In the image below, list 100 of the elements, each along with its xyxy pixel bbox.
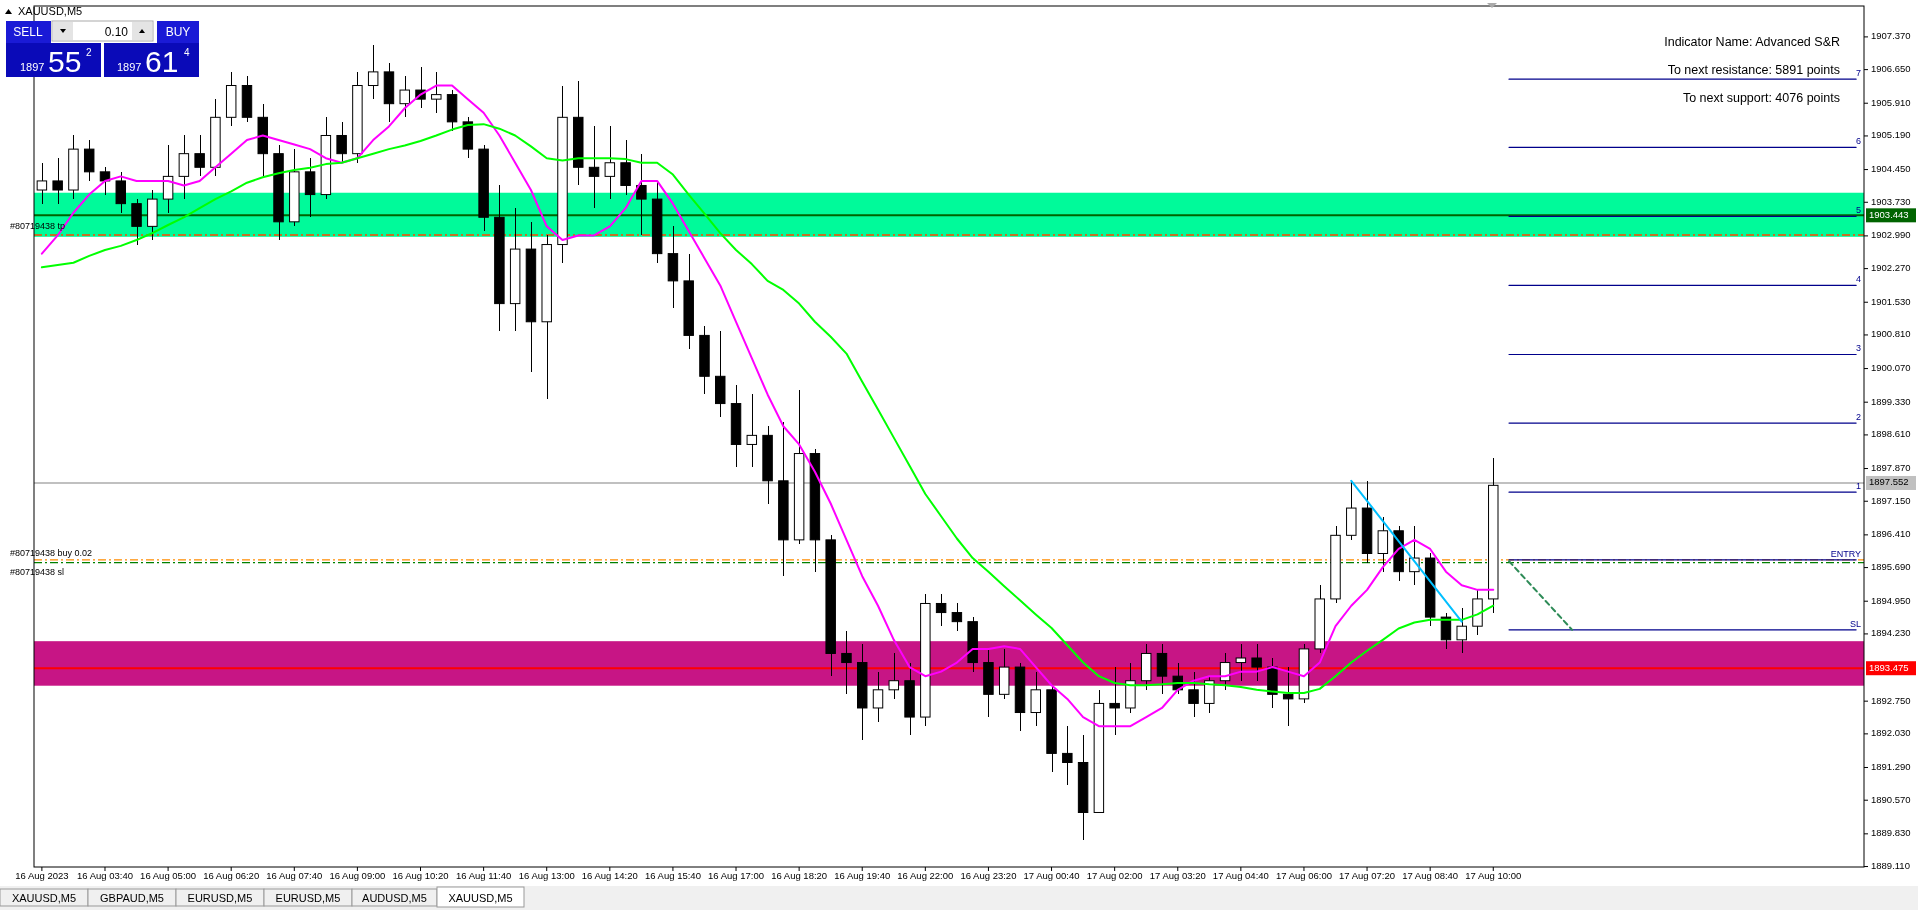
annotation: 1897 — [117, 61, 142, 73]
candlestick — [1235, 643, 1247, 682]
y-tick-label: 1896.410 — [1871, 528, 1911, 540]
text: GBPAUD,M5 — [100, 892, 164, 904]
y-tick-label: 1905.910 — [1871, 96, 1911, 108]
candlestick — [841, 630, 852, 695]
ref-line-label: 1897.552 — [1869, 476, 1909, 488]
annotation: 2 — [1855, 412, 1861, 423]
candlestick — [83, 139, 95, 182]
x-tick-label: 17 Aug 02:00 — [1086, 870, 1143, 881]
annotation: To next resistance: 5891 points — [1667, 63, 1840, 77]
y-tick-label: 1906.650 — [1871, 63, 1911, 75]
annotation: 7 — [1855, 68, 1861, 79]
candlestick — [588, 125, 600, 209]
candlestick — [1062, 725, 1073, 786]
candlestick — [131, 198, 142, 246]
annotation: 55 — [48, 45, 82, 78]
y-tick-label: 1892.030 — [1871, 727, 1911, 739]
candlestick — [935, 593, 947, 627]
x-tick-label: 16 Aug 23:20 — [960, 870, 1017, 881]
candlestick — [636, 153, 647, 236]
annotation: 61 — [145, 45, 179, 78]
y-tick-label: 1898.610 — [1871, 428, 1911, 440]
y-tick-label: 1892.750 — [1871, 694, 1911, 706]
annotation: SL — [1849, 618, 1861, 629]
annotation: #80719438 buy 0.02 — [10, 547, 93, 558]
y-tick-label: 1895.690 — [1871, 561, 1911, 573]
annotation: Indicator Name: Advanced S&R — [1664, 35, 1840, 49]
x-tick-label: 17 Aug 04:40 — [1212, 870, 1269, 881]
candlestick — [1251, 643, 1262, 682]
x-tick-label: 17 Aug 00:40 — [1023, 870, 1080, 881]
candlestick — [36, 162, 48, 205]
x-tick-label: 16 Aug 17:00 — [708, 870, 765, 881]
annotation: 5 — [1855, 205, 1861, 216]
y-tick-label: 1907.370 — [1871, 30, 1911, 42]
x-tick-label: 17 Aug 03:20 — [1149, 870, 1206, 881]
y-tick-label: 1891.290 — [1871, 761, 1911, 773]
annotation: 6 — [1855, 136, 1861, 147]
y-tick-label: 1902.270 — [1871, 262, 1911, 274]
candlestick — [1282, 666, 1294, 727]
candlestick — [115, 171, 126, 214]
x-tick-label: 16 Aug 03:40 — [76, 870, 133, 881]
annotation: To next support: 4076 points — [1682, 91, 1840, 105]
y-tick-label: 1894.230 — [1871, 627, 1911, 639]
candlestick — [336, 121, 347, 164]
candlestick — [1156, 643, 1168, 695]
annotation: 1897 — [20, 61, 45, 73]
annotation: 0.10 — [104, 25, 129, 39]
x-tick-label: 16 Aug 13:00 — [518, 870, 575, 881]
x-tick-label: 16 Aug 10:20 — [392, 870, 449, 881]
chart-title: XAUUSD,M5 — [18, 5, 83, 17]
text: EURUSD,M5 — [187, 892, 253, 904]
y-tick-label: 1897.150 — [1871, 494, 1911, 506]
annotation: ENTRY — [1830, 548, 1861, 559]
y-tick-label: 1904.450 — [1871, 163, 1911, 175]
text: XAUUSD,M5 — [11, 892, 77, 904]
y-tick-label: 1900.070 — [1871, 362, 1911, 374]
candlestick — [52, 157, 63, 205]
x-tick-label: 16 Aug 2023 — [15, 870, 69, 881]
candlestick — [872, 671, 884, 723]
y-tick-label: 1899.330 — [1871, 395, 1911, 407]
candlestick — [1204, 675, 1215, 714]
candlestick — [1456, 607, 1467, 654]
candlestick — [1030, 671, 1041, 727]
candlestick — [194, 134, 205, 177]
x-tick-label: 17 Aug 10:00 — [1465, 870, 1522, 881]
candlestick — [604, 125, 616, 200]
x-tick-label: 16 Aug 22:00 — [897, 870, 954, 881]
candlestick — [99, 166, 111, 196]
text: XAUUSD,M5 — [448, 892, 513, 904]
text: EURUSD,M5 — [275, 892, 341, 904]
annotation: SELL — [13, 25, 43, 39]
candlestick — [178, 134, 190, 200]
ref-line-label: 1903.443 — [1869, 208, 1909, 220]
x-tick-label: 16 Aug 05:00 — [140, 870, 197, 881]
x-tick-label: 16 Aug 09:00 — [329, 870, 386, 881]
candlestick — [367, 44, 379, 100]
y-tick-label: 1901.530 — [1871, 295, 1911, 307]
y-tick-label: 1889.830 — [1871, 827, 1911, 839]
candlestick — [304, 157, 316, 218]
text: AUDUSD,M5 — [362, 892, 427, 904]
x-tick-label: 17 Aug 08:40 — [1402, 870, 1459, 881]
candlestick — [951, 602, 963, 632]
ref-line-label: 1893.475 — [1869, 661, 1909, 673]
y-tick-label: 1889.110 — [1871, 860, 1910, 872]
annotation: 4 — [184, 47, 190, 58]
candlestick — [620, 139, 631, 196]
x-tick-label: 17 Aug 07:20 — [1339, 870, 1396, 881]
annotation: #80719438 sl — [10, 566, 65, 577]
candlestick — [399, 75, 410, 118]
x-tick-label: 16 Aug 06:20 — [203, 870, 260, 881]
annotation: 2 — [86, 47, 92, 58]
annotation: 3 — [1855, 343, 1861, 354]
x-tick-label: 16 Aug 19:40 — [834, 870, 891, 881]
y-tick-label: 1905.190 — [1871, 129, 1911, 141]
x-tick-label: 16 Aug 15:40 — [644, 870, 701, 881]
y-tick-label: 1890.570 — [1871, 793, 1911, 805]
x-tick-label: 16 Aug 11:40 — [455, 870, 512, 881]
candlestick — [1109, 666, 1120, 736]
y-tick-label: 1902.990 — [1871, 229, 1911, 241]
